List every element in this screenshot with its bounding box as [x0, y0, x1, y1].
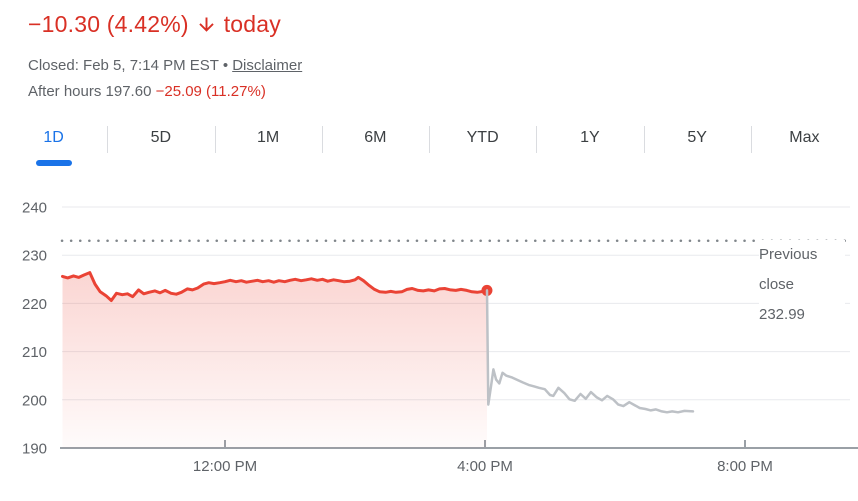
price-line-regular-session — [61, 271, 489, 302]
disclaimer-link[interactable]: Disclaimer — [232, 57, 303, 74]
tab-1d[interactable]: 1D — [0, 120, 107, 166]
x-tick-label: 12:00 PM — [193, 458, 257, 475]
y-tick-label: 240 — [22, 200, 47, 217]
y-tick-label: 230 — [22, 248, 47, 265]
y-tick-label: 210 — [22, 344, 47, 361]
after-hours-line: After hours 197.60 −25.09 (11.27%) — [28, 83, 266, 100]
tab-6m-label: 6M — [364, 129, 387, 146]
tab-1m[interactable]: 1M — [214, 120, 322, 166]
x-tick-label: 8:00 PM — [717, 458, 773, 475]
after-hours-price: After hours 197.60 — [28, 83, 152, 100]
price-line-after-hours — [485, 289, 695, 414]
tab-5d-label: 5D — [150, 129, 172, 146]
x-tick-label: 4:00 PM — [457, 458, 513, 475]
tab-1y[interactable]: 1Y — [536, 120, 643, 166]
previous-close-text: Previous close — [759, 246, 818, 293]
tab-ytd-label: YTD — [466, 129, 499, 146]
active-tab-indicator — [35, 160, 72, 166]
market-status-line: Closed: Feb 5, 7:14 PM EST • Disclaimer — [28, 57, 302, 74]
price-change-value: −10.30 (4.42%) — [28, 11, 189, 37]
tab-ytd[interactable]: YTD — [429, 120, 536, 166]
y-tick-label: 190 — [22, 441, 47, 458]
after-hours-change: −25.09 (11.27%) — [155, 83, 266, 100]
previous-close-value: 232.99 — [759, 306, 805, 323]
tab-5y-label: 5Y — [687, 129, 707, 146]
y-tick-label: 220 — [22, 296, 47, 313]
tab-6m[interactable]: 6M — [321, 120, 429, 166]
price-area-fill — [62, 272, 487, 448]
y-tick-label: 200 — [22, 392, 47, 409]
tab-1y-label: 1Y — [580, 129, 600, 146]
market-closed-text: Closed: Feb 5, 7:14 PM EST — [28, 57, 219, 74]
tab-5y[interactable]: 5Y — [643, 120, 751, 166]
arrow-down-icon — [196, 14, 217, 35]
time-range-tabs: 1D 5D 1M 6M YTD 1Y 5Y Max — [0, 120, 858, 166]
previous-close-label: Previous close 232.99 — [759, 240, 845, 330]
price-change-line: −10.30 (4.42%) today — [28, 11, 281, 38]
separator-dot: • — [222, 57, 229, 74]
tab-max[interactable]: Max — [750, 120, 858, 166]
tab-1m-label: 1M — [257, 129, 280, 146]
tab-5d[interactable]: 5D — [107, 120, 214, 166]
price-change-period: today — [223, 11, 281, 37]
tab-1d-label: 1D — [43, 129, 64, 146]
tab-max-label: Max — [789, 129, 820, 146]
